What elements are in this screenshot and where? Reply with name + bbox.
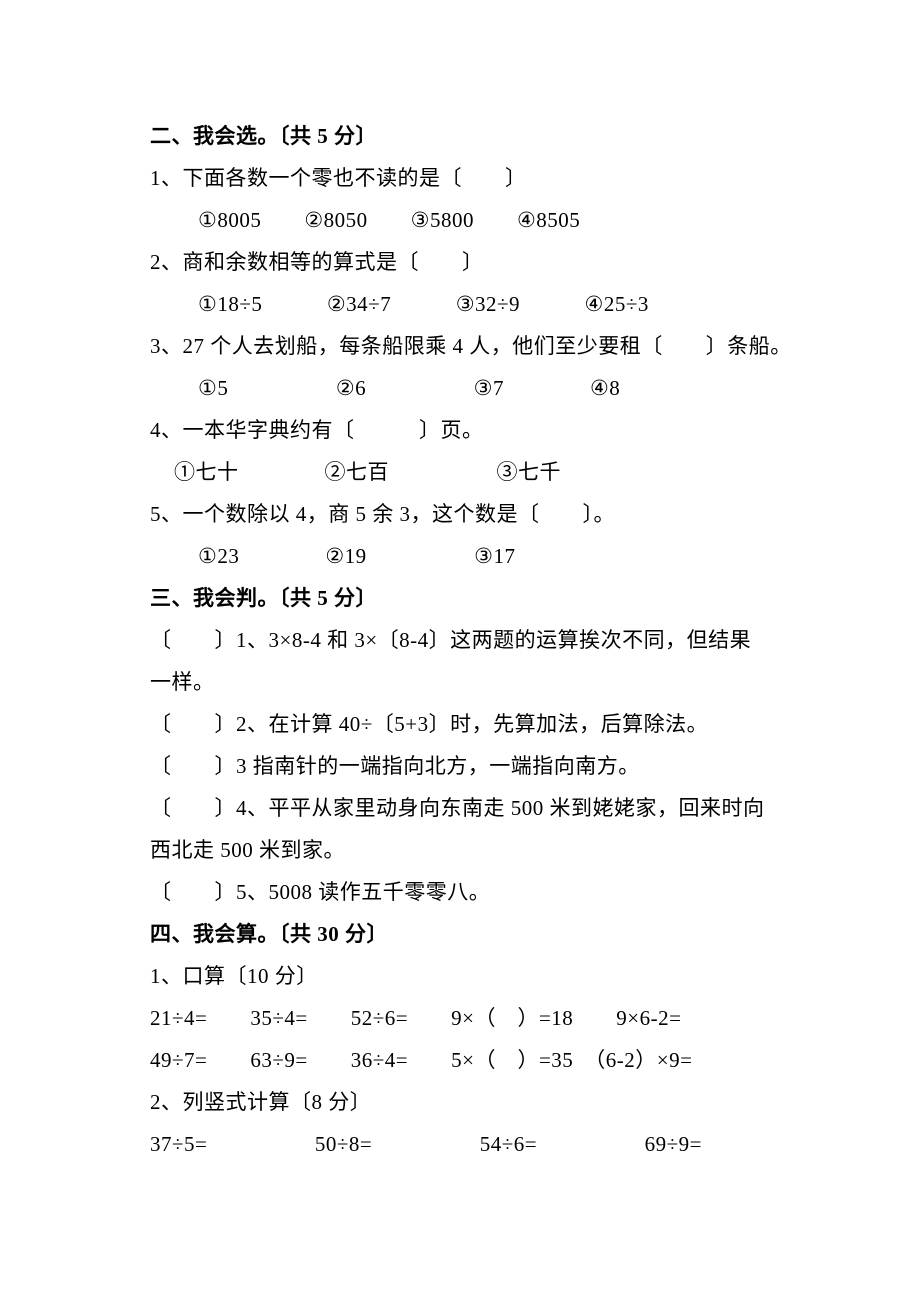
t4-line-a: 〔 〕4、平平从家里动身向东南走 500 米到姥姥家，回来时向	[150, 787, 770, 829]
t3-line: 〔 〕3 指南针的一端指向北方，一端指向南方。	[150, 745, 770, 787]
calc-p1-row1: 21÷4= 35÷4= 52÷6= 9×（ ）=18 9×6-2=	[150, 997, 770, 1039]
calc-p1-title: 1、口算〔10 分〕	[150, 955, 770, 997]
calc-p2-title: 2、列竖式计算〔8 分〕	[150, 1081, 770, 1123]
t4-line-b: 西北走 500 米到家。	[150, 829, 770, 871]
section-2-heading: 二、我会选。〔共 5 分〕	[150, 115, 770, 157]
q5-stem: 5、一个数除以 4，商 5 余 3，这个数是〔 〕。	[150, 493, 770, 535]
calc-p1-row2: 49÷7= 63÷9= 36÷4= 5×（ ）=35 （6-2）×9=	[150, 1039, 770, 1081]
q2-options: ①18÷5 ②34÷7 ③32÷9 ④25÷3	[150, 283, 770, 325]
section-3-heading: 三、我会判。〔共 5 分〕	[150, 577, 770, 619]
calc-p2-row1: 37÷5= 50÷8= 54÷6= 69÷9=	[150, 1123, 770, 1165]
t2-line: 〔 〕2、在计算 40÷〔5+3〕时，先算加法，后算除法。	[150, 703, 770, 745]
t1-line-b: 一样。	[150, 661, 770, 703]
q3-options: ①5 ②6 ③7 ④8	[150, 367, 770, 409]
q2-stem: 2、商和余数相等的算式是〔 〕	[150, 241, 770, 283]
q1-options: ①8005 ②8050 ③5800 ④8505	[150, 199, 770, 241]
q4-stem: 4、一本华字典约有〔 〕页。	[150, 409, 770, 451]
q5-options: ①23 ②19 ③17	[150, 535, 770, 577]
t1-line-a: 〔 〕1、3×8-4 和 3×〔8-4〕这两题的运算挨次不同，但结果	[150, 619, 770, 661]
q1-stem: 1、下面各数一个零也不读的是〔 〕	[150, 157, 770, 199]
q4-options: ①七十 ②七百 ③七千	[150, 451, 770, 493]
q3-stem: 3、27 个人去划船，每条船限乘 4 人，他们至少要租〔 〕条船。	[150, 325, 770, 367]
t5-line: 〔 〕5、5008 读作五千零零八。	[150, 871, 770, 913]
section-4-heading: 四、我会算。〔共 30 分〕	[150, 913, 770, 955]
exam-page: 二、我会选。〔共 5 分〕 1、下面各数一个零也不读的是〔 〕 ①8005 ②8…	[150, 115, 770, 1165]
